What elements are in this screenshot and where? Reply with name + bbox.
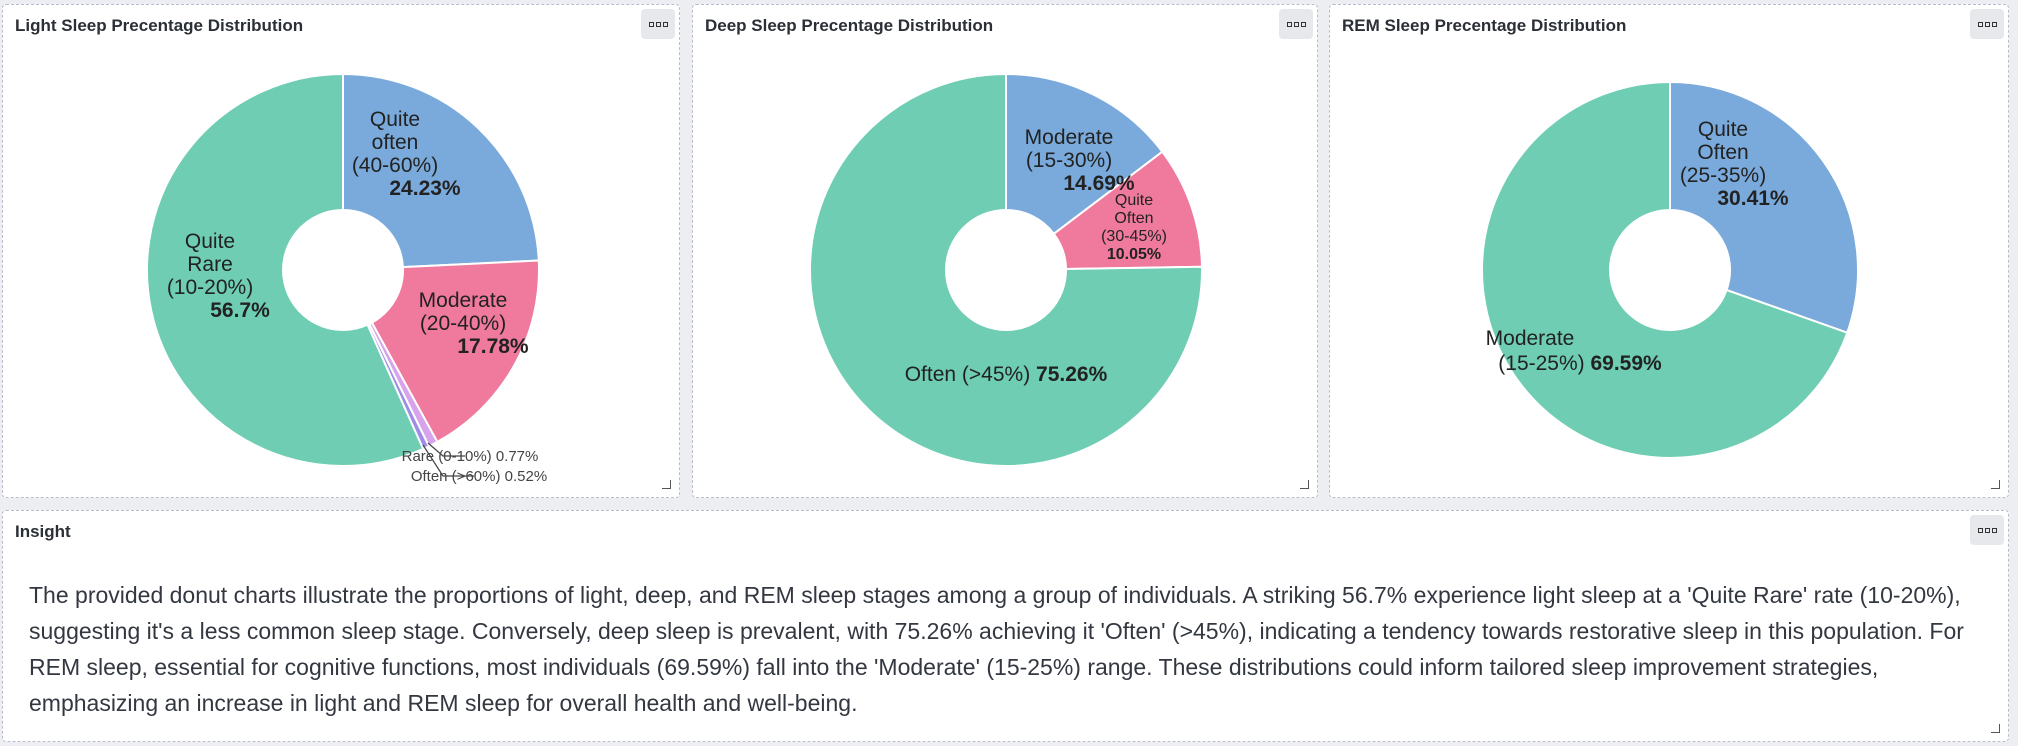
deep-sleep-donut-chart: Moderate (15-30%) 14.69%Quite Often (30-45%)… — [809, 72, 1203, 467]
slice-data-label: Often (>45%) 75.26% — [905, 363, 1108, 386]
donut-slice[interactable] — [1481, 80, 1849, 459]
slice-data-label: Quite Often (30-45%) 10.05% — [1101, 192, 1167, 263]
insight-title: Insight — [15, 522, 71, 541]
slice-data-label: Quite Often (25-35%) 30.41% — [1680, 118, 1789, 210]
donut-slice[interactable] — [809, 72, 1203, 467]
donut-slice[interactable] — [1669, 80, 1859, 334]
slice-data-label: Moderate (15-25%) 69.59% — [1486, 327, 1662, 375]
slice-data-label: Quite often (40-60%) 24.23% — [352, 108, 461, 200]
resize-handle-icon[interactable] — [1300, 480, 1309, 489]
resize-handle-icon[interactable] — [1991, 724, 2000, 733]
label-leader-line — [422, 444, 474, 477]
slice-data-label: Often (>60%) 0.52% — [411, 468, 547, 485]
more-options-icon[interactable] — [1279, 9, 1313, 39]
rem-sleep-donut-chart: Quite Often (25-35%) 30.41% Moderate (15-25%)… — [1481, 80, 1859, 459]
donut-slice[interactable] — [146, 72, 425, 467]
panel-title: REM Sleep Precentage Distribution — [1342, 16, 1627, 35]
light-sleep-panel: Light Sleep Precentage Distribution Quit… — [2, 4, 680, 498]
more-options-icon[interactable] — [1970, 9, 2004, 39]
donut-slice[interactable] — [342, 72, 540, 269]
slice-data-label: Moderate (15-30%) 14.69% — [1025, 126, 1135, 195]
resize-handle-icon[interactable] — [1991, 480, 2000, 489]
insight-text: The provided donut charts illustrate the… — [29, 582, 1964, 716]
more-options-icon[interactable] — [1970, 515, 2004, 545]
panel-title: Deep Sleep Precentage Distribution — [705, 16, 994, 35]
resize-handle-icon[interactable] — [662, 480, 671, 489]
slice-data-label: Rare (0-10%) 0.77% — [402, 448, 539, 465]
insight-panel: Insight The provided donut charts illust… — [2, 510, 2009, 742]
slice-data-label: Moderate (20-40%) 17.78% — [419, 289, 529, 358]
more-options-icon[interactable] — [641, 9, 675, 39]
label-leader-line — [427, 442, 465, 457]
deep-sleep-panel: Deep Sleep Precentage Distribution Moder… — [692, 4, 1318, 498]
donut-slice[interactable] — [370, 259, 540, 444]
slice-data-label: Quite Rare (10-20%) 56.7% — [167, 230, 270, 322]
donut-slice[interactable] — [1052, 150, 1203, 271]
rem-sleep-panel: REM Sleep Precentage Distribution Quite O… — [1329, 4, 2009, 498]
panel-title: Light Sleep Precentage Distribution — [15, 16, 304, 35]
light-sleep-donut-chart: Quite often (40-60%) 24.23% Moderate (20-40%)… — [146, 72, 547, 485]
donut-slice[interactable] — [1005, 72, 1164, 236]
